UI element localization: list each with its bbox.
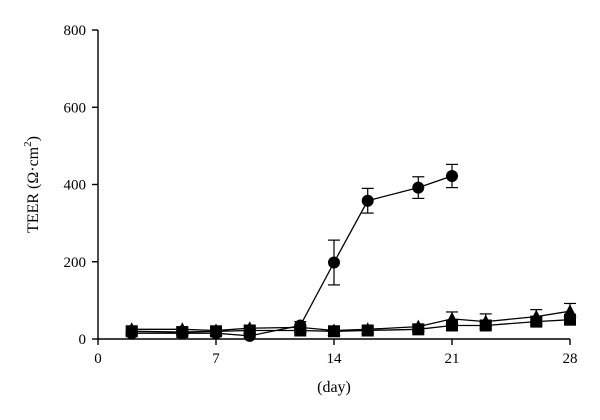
series-line	[131, 175, 453, 337]
data-point-square	[176, 326, 189, 339]
data-point-square	[243, 324, 256, 337]
data-point-square	[530, 315, 543, 328]
data-point-square	[210, 325, 222, 338]
y-axis-label-close: )	[25, 136, 42, 141]
data-point-square	[294, 324, 307, 337]
data-point-circle	[361, 194, 374, 207]
y-axis-label-main: TEER (Ω·cm	[25, 146, 42, 233]
y-tick-label: 400	[64, 178, 87, 194]
axes	[97, 30, 570, 340]
series-circle	[125, 163, 458, 342]
data-point-square	[328, 325, 340, 338]
x-tick-label: 0	[94, 351, 102, 367]
x-tick-label: 14	[327, 351, 343, 367]
x-axis-label: (day)	[317, 379, 351, 396]
y-axis-label: TEER (Ω·cm2)	[22, 136, 42, 233]
y-axis-label-superscript: 2	[22, 141, 34, 147]
data-point-triangle	[563, 304, 577, 317]
y-tick-label: 800	[64, 23, 87, 39]
data-point-square	[446, 319, 458, 332]
data-point-square	[564, 313, 576, 326]
data-point-circle	[446, 170, 458, 183]
x-ticks: 0 7 14 21 28	[94, 339, 578, 367]
series-line	[131, 310, 571, 332]
data-point-circle	[412, 181, 425, 194]
y-tick-label: 0	[79, 332, 87, 348]
data-point-square	[479, 319, 492, 332]
y-ticks: 0 200 400 600 800	[64, 23, 98, 348]
series-layer	[125, 163, 577, 342]
x-tick-label: 21	[445, 351, 460, 367]
y-tick-label: 600	[64, 100, 87, 116]
y-tick-label: 200	[64, 255, 87, 271]
data-point-square	[125, 325, 138, 338]
data-point-square	[412, 323, 425, 336]
x-tick-label: 7	[212, 351, 220, 367]
series-square	[125, 313, 576, 339]
x-tick-label: 28	[563, 351, 578, 367]
data-point-square	[361, 324, 374, 337]
data-point-circle	[328, 256, 340, 269]
